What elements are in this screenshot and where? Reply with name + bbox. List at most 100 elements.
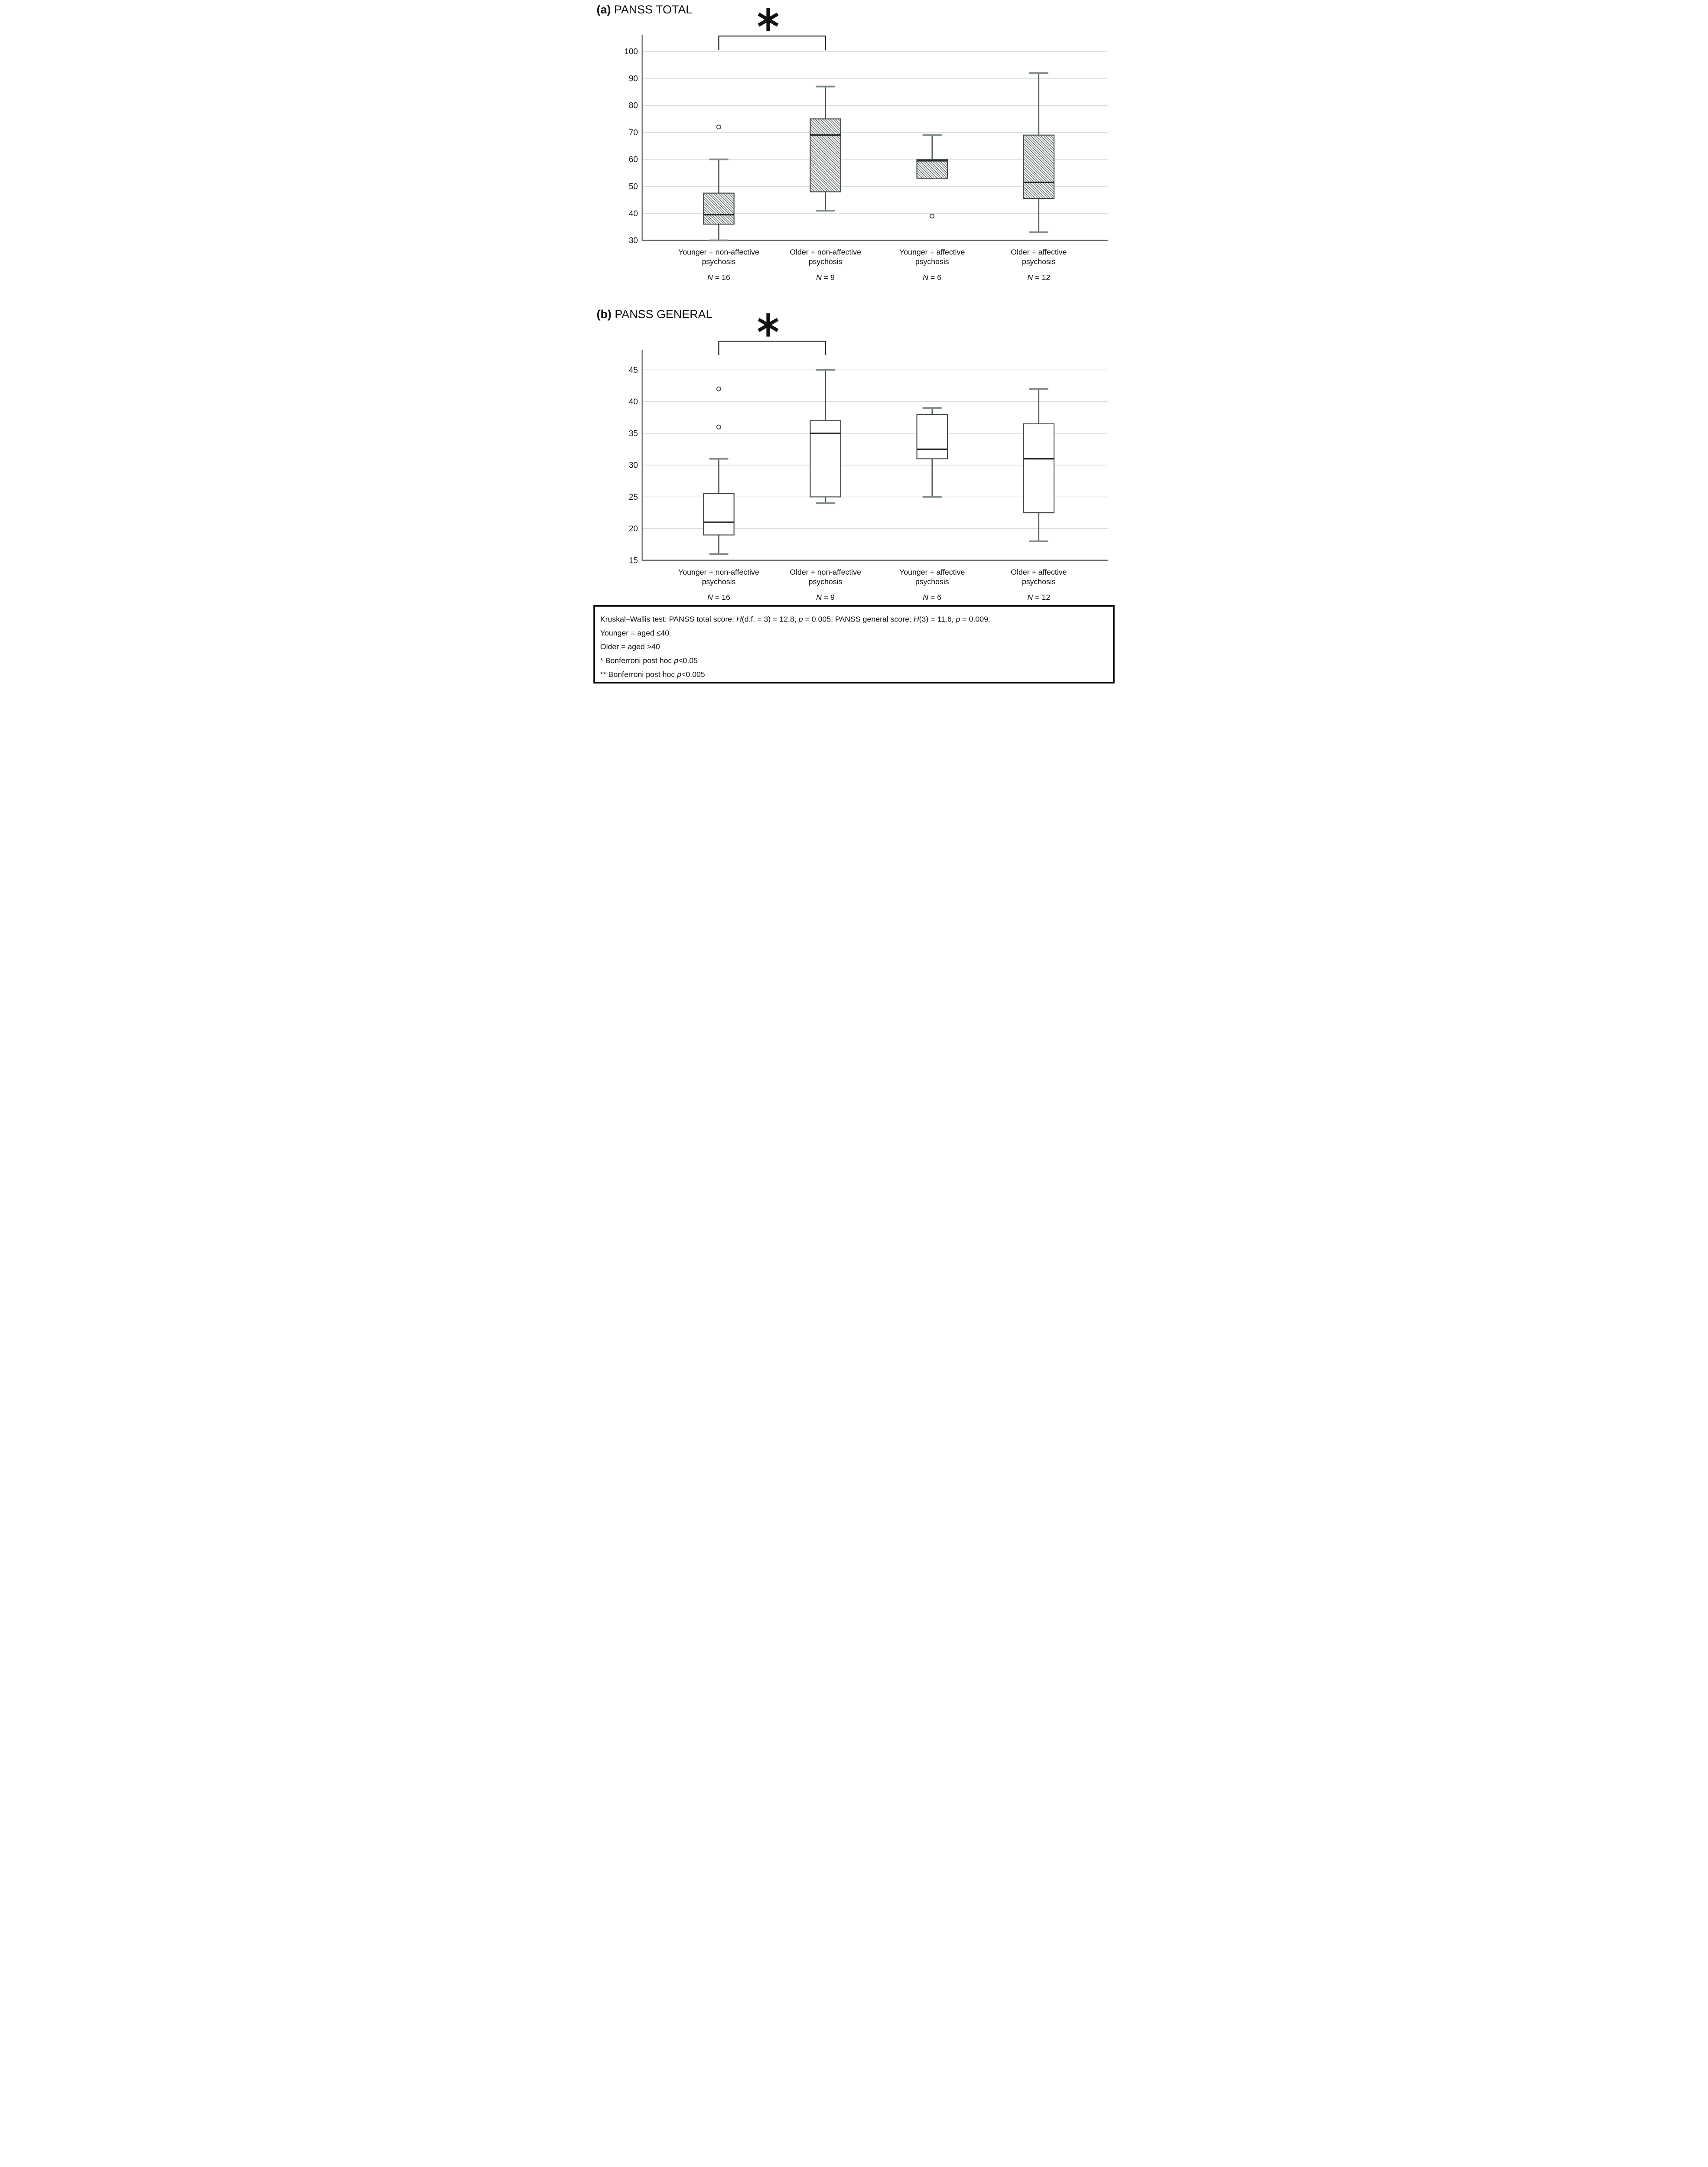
footnote-segment: = 0.005; PANSS general score:: [803, 615, 914, 624]
n-count-rest: = 12: [1033, 273, 1050, 282]
category-label-line1: Younger + non-affective: [678, 568, 759, 576]
boxplot-group-1: [703, 124, 735, 241]
n-count-label: N = 9: [816, 273, 835, 282]
y-tick-label-20: 20: [629, 524, 638, 534]
panel-b-letter: (b): [597, 308, 612, 321]
n-count-label: N = 16: [707, 273, 730, 282]
boxplot-group-4: [1023, 72, 1055, 233]
footnote-segment: <0.05: [678, 656, 698, 665]
significance-bracket: [718, 36, 826, 50]
footnote-line-2: Younger = aged ≤40: [600, 628, 669, 637]
panel-a: (a) PANSS TOTAL 100 90 80 70 60 50 40 30 Younger …: [597, 3, 1108, 282]
y-tick-label-40: 40: [629, 209, 638, 218]
boxplot-group-3: [916, 134, 948, 219]
n-count-italic-n: N: [1028, 593, 1033, 602]
footnote-italic-segment: p: [798, 615, 803, 624]
n-count-italic-n: N: [816, 273, 822, 282]
footnote-segment: Older = aged >40: [600, 642, 660, 651]
y-tick-label-25: 25: [629, 493, 638, 502]
footnote: Kruskal–Wallis test: PANSS total score: …: [593, 605, 1115, 684]
panel-b-title: (b) PANSS GENERAL: [597, 308, 712, 321]
n-count-italic-n: N: [707, 593, 713, 602]
y-tick-label-45: 45: [629, 366, 638, 375]
n-count-rest: = 9: [822, 593, 835, 602]
footnote-segment: Younger = aged ≤40: [600, 628, 669, 637]
panel-b: (b) PANSS GENERAL 45 40 35 30 25 20 15 Younger +…: [597, 308, 1108, 602]
asterisk-stroke-d2: [758, 318, 779, 332]
y-tick-label-40: 40: [629, 397, 638, 407]
category-label-line2: psychosis: [809, 257, 843, 266]
n-count-rest: = 6: [928, 593, 941, 602]
boxplot-group-2: [810, 369, 841, 504]
y-tick-label-100: 100: [624, 47, 638, 56]
category-label-line1: Older + affective: [1011, 248, 1067, 257]
n-count-rest: = 6: [928, 273, 941, 282]
category-label-line2: psychosis: [809, 577, 843, 586]
category-label-line2: psychosis: [702, 577, 736, 586]
significance-asterisk: [758, 313, 779, 337]
footnote-italic-segment: H: [914, 615, 919, 624]
footnote-segment: = 0.009.: [960, 615, 990, 624]
n-count-rest: = 16: [713, 593, 730, 602]
box-iqr: [916, 159, 948, 179]
n-count-rest: = 9: [822, 273, 835, 282]
outlier-point: [716, 386, 721, 391]
y-tick-label-30: 30: [629, 236, 638, 245]
footnote-italic-segment: H: [736, 615, 742, 624]
y-tick-label-15: 15: [629, 556, 638, 565]
box-iqr: [703, 493, 735, 536]
n-count-italic-n: N: [923, 593, 928, 602]
outlier-point: [716, 124, 721, 130]
category-label-line2: psychosis: [1022, 257, 1056, 266]
footnote-line-4: * Bonferroni post hoc p<0.05: [600, 656, 698, 665]
footnote-line-5: ** Bonferroni post hoc p<0.005: [600, 670, 705, 679]
category-label-line1: Older + affective: [1011, 568, 1067, 576]
box-iqr: [916, 413, 948, 459]
n-count-label: N = 12: [1028, 593, 1051, 602]
y-tick-label-50: 50: [629, 182, 638, 191]
footnote-italic-segment: p: [677, 670, 681, 679]
n-count-italic-n: N: [816, 593, 822, 602]
footnote-segment: ** Bonferroni post hoc: [600, 670, 677, 679]
n-count-italic-n: N: [1028, 273, 1033, 282]
panel-a-letter: (a): [597, 3, 611, 16]
boxplot-group-3: [916, 407, 948, 498]
y-tick-label-70: 70: [629, 128, 638, 137]
category-label-line1: Younger + affective: [899, 568, 965, 576]
panel-b-title-text: PANSS GENERAL: [612, 308, 712, 321]
footnote-segment: (d.f. = 3) = 12.8,: [742, 615, 799, 624]
boxplot-group-2: [810, 85, 841, 212]
footnote-line-3: Older = aged >40: [600, 642, 660, 651]
box-iqr: [1023, 423, 1055, 514]
footnote-border-box: [593, 605, 1115, 684]
boxplot-group-1: [703, 386, 735, 555]
y-tick-label-35: 35: [629, 429, 638, 438]
category-label-line1: Younger + non-affective: [678, 248, 759, 257]
panel-a-title: (a) PANSS TOTAL: [597, 3, 693, 16]
boxplot-figure-svg: (a) PANSS TOTAL 100 90 80 70 60 50 40 30 Younger …: [593, 0, 1115, 685]
footnote-segment: Kruskal–Wallis test: PANSS total score:: [600, 615, 736, 624]
y-tick-label-30: 30: [629, 461, 638, 470]
footnote-italic-segment: p: [956, 615, 960, 624]
significance-bracket: [718, 341, 826, 355]
footnote-segment: (3) = 11.6,: [919, 615, 956, 624]
figure-background: [593, 0, 1115, 685]
box-iqr: [703, 192, 735, 225]
category-label-line1: Older + non-affective: [790, 248, 861, 257]
n-count-rest: = 12: [1033, 593, 1050, 602]
n-count-label: N = 12: [1028, 273, 1051, 282]
n-count-label: N = 6: [923, 273, 941, 282]
n-count-rest: = 16: [713, 273, 730, 282]
n-count-italic-n: N: [707, 273, 713, 282]
category-label-line2: psychosis: [1022, 577, 1056, 586]
outlier-point: [930, 214, 935, 219]
category-label-line1: Older + non-affective: [790, 568, 861, 576]
box-iqr: [810, 118, 841, 192]
category-label-line2: psychosis: [915, 577, 949, 586]
y-tick-label-90: 90: [629, 74, 638, 83]
footnote-segment: * Bonferroni post hoc: [600, 656, 674, 665]
n-count-italic-n: N: [923, 273, 928, 282]
y-tick-label-80: 80: [629, 101, 638, 111]
n-count-label: N = 16: [707, 593, 730, 602]
n-count-label: N = 9: [816, 593, 835, 602]
